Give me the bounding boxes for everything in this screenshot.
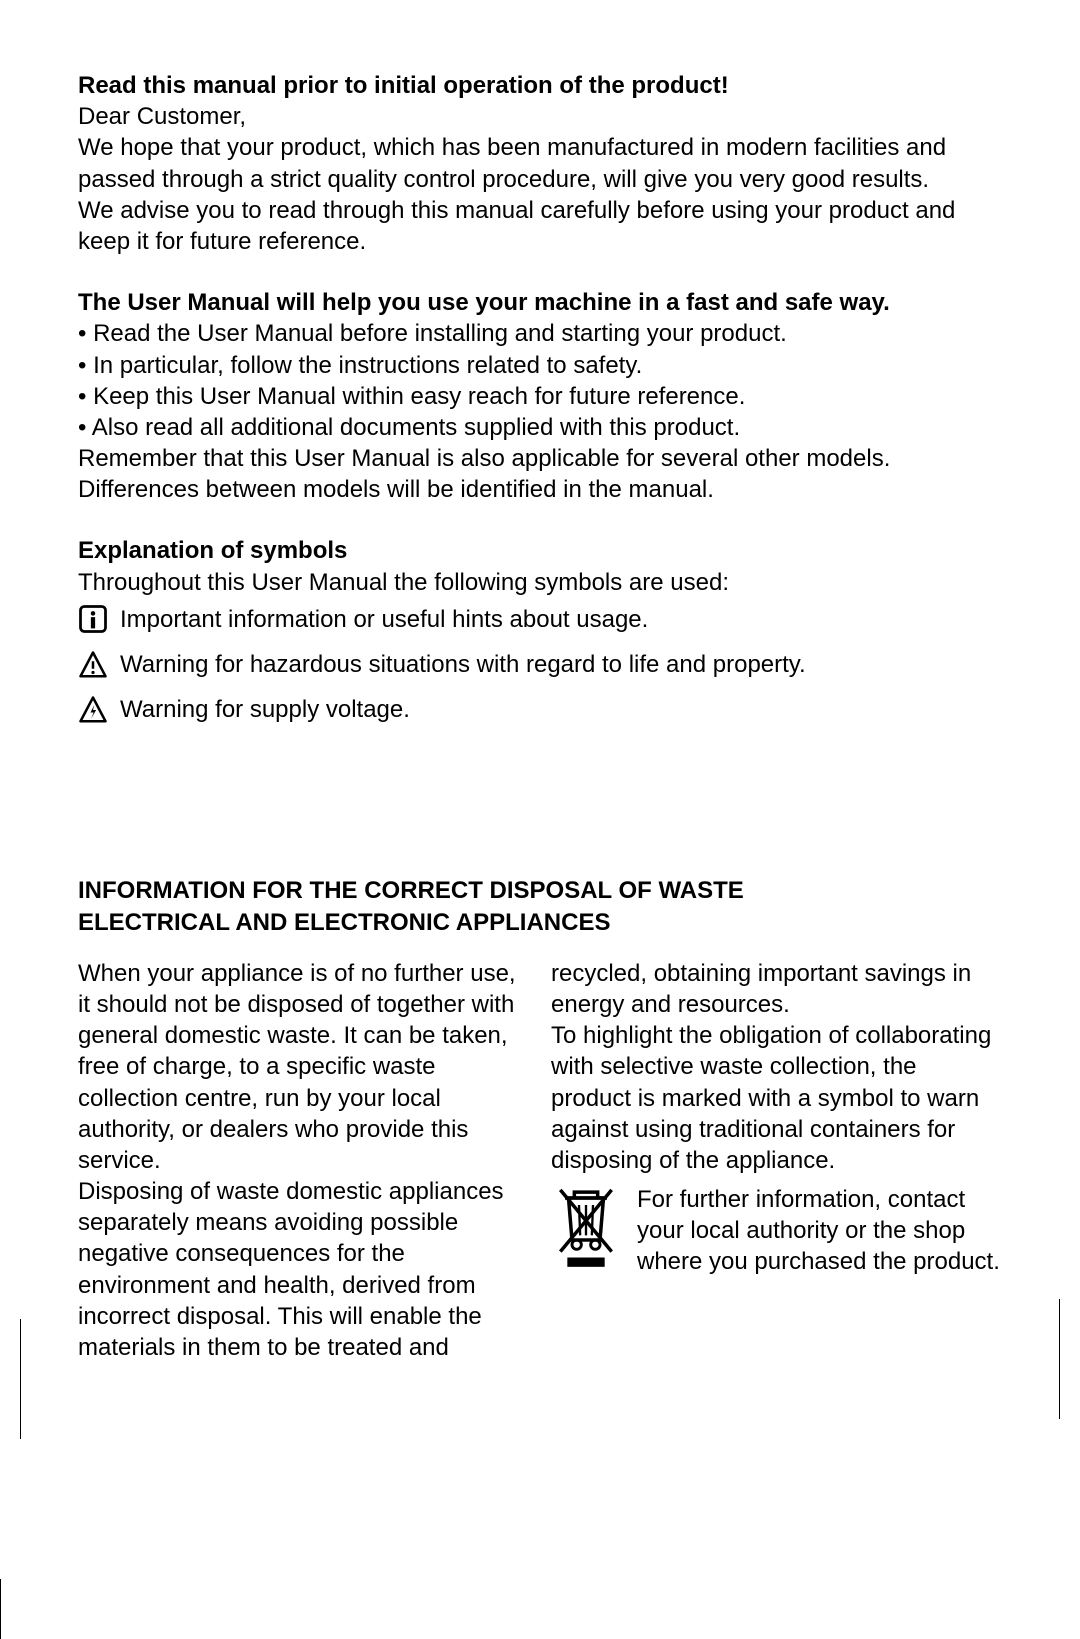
symbols-section: Explanation of symbols Throughout this U… [78,535,1002,725]
salutation: Dear Customer, [78,101,1002,132]
bullet-item: • In particular, follow the instructions… [78,350,1002,381]
intro-heading: Read this manual prior to initial operat… [78,70,1002,101]
intro-section: Read this manual prior to initial operat… [78,70,1002,257]
usage-bullets: • Read the User Manual before installing… [78,318,1002,443]
crop-marks [0,1569,1080,1619]
intro-p1: We hope that your product, which has bee… [78,132,1002,194]
symbols-intro: Throughout this User Manual the followin… [78,567,1002,598]
spacer [78,755,1002,875]
usage-after2: Differences between models will be ident… [78,474,1002,505]
bullet-item: • Read the User Manual before installing… [78,318,1002,349]
symbol-warning-text: Warning for hazardous situations with re… [120,649,806,680]
bullet-item: • Keep this User Manual within easy reac… [78,381,1002,412]
symbol-info-text: Important information or useful hints ab… [120,604,648,635]
warning-icon [78,650,108,680]
info-icon [78,604,108,634]
disposal-col2-top: recycled, obtaining important savings in… [551,958,1002,1176]
intro-p2: We advise you to read through this manua… [78,195,1002,257]
disposal-col2-side: For further information, contact your lo… [637,1184,1002,1278]
disposal-col2: recycled, obtaining important savings in… [551,958,1002,1363]
disposal-columns: When your appliance is of no further use… [78,958,1002,1363]
usage-heading: The User Manual will help you use your m… [78,287,1002,318]
voltage-icon [78,695,108,725]
disposal-heading-line2: ELECTRICAL AND ELECTRONIC APPLIANCES [78,909,610,936]
symbol-voltage-text: Warning for supply voltage. [120,694,410,725]
usage-after1: Remember that this User Manual is also a… [78,443,1002,474]
disposal-col1: When your appliance is of no further use… [78,958,529,1363]
weee-block: For further information, contact your lo… [551,1184,1002,1278]
disposal-section: INFORMATION FOR THE CORRECT DISPOSAL OF … [78,875,1002,1363]
symbol-info-row: Important information or useful hints ab… [78,604,1002,635]
symbol-warning-row: Warning for hazardous situations with re… [78,649,1002,680]
disposal-heading-line1: INFORMATION FOR THE CORRECT DISPOSAL OF … [78,877,744,904]
disposal-heading: INFORMATION FOR THE CORRECT DISPOSAL OF … [78,875,1002,937]
usage-section: The User Manual will help you use your m… [78,287,1002,505]
weee-bin-icon [551,1184,621,1272]
symbol-voltage-row: Warning for supply voltage. [78,694,1002,725]
symbols-heading: Explanation of symbols [78,535,1002,566]
bullet-item: • Also read all additional documents sup… [78,412,1002,443]
